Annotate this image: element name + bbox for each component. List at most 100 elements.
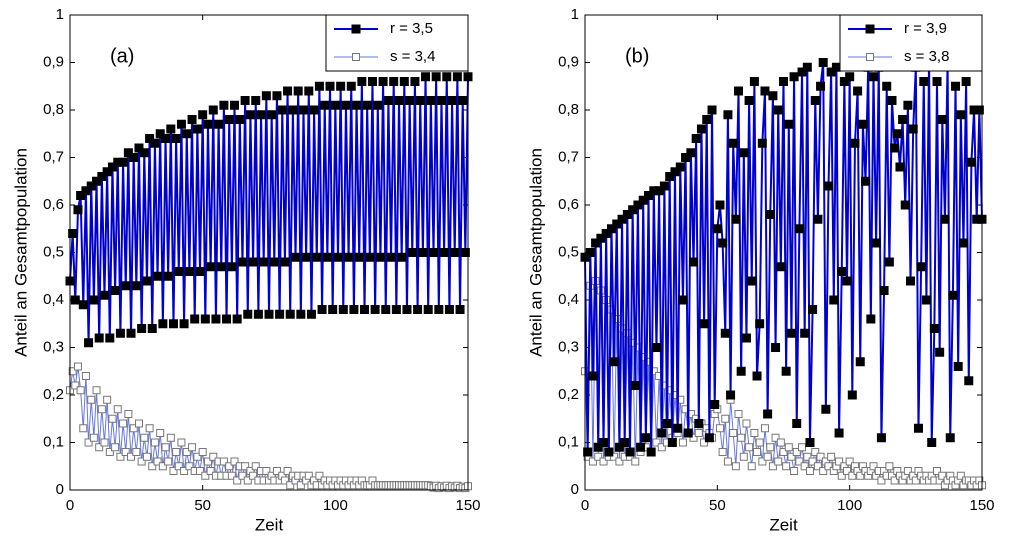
data-marker [119, 419, 128, 428]
data-marker [604, 447, 614, 457]
data-marker [654, 186, 664, 196]
data-marker [929, 324, 939, 333]
data-marker [842, 276, 852, 286]
data-marker [232, 314, 242, 324]
data-marker [932, 77, 942, 86]
data-marker [399, 77, 409, 86]
data-marker [792, 448, 801, 456]
data-marker [826, 67, 836, 77]
data-marker [824, 462, 833, 471]
data-marker [89, 433, 98, 442]
data-marker [394, 96, 404, 105]
legend-marker [866, 53, 874, 61]
data-marker [805, 467, 814, 475]
data-marker [123, 148, 133, 158]
data-marker [434, 305, 444, 314]
data-marker [683, 428, 693, 438]
data-marker [163, 271, 173, 281]
data-marker [116, 452, 125, 461]
axes-frame [69, 14, 469, 491]
data-marker [850, 138, 860, 148]
data-marker [107, 162, 117, 172]
y-tick-label: 0 [56, 481, 64, 498]
data-marker [275, 309, 285, 319]
data-marker [164, 457, 173, 466]
data-marker [861, 176, 871, 186]
data-marker [386, 252, 396, 262]
data-marker [76, 191, 86, 200]
data-marker [196, 467, 205, 475]
data-marker [877, 476, 886, 485]
data-marker [383, 96, 393, 105]
data-marker [591, 238, 601, 248]
data-marker [187, 115, 197, 124]
data-marker [113, 405, 122, 414]
data-marker [179, 319, 189, 329]
data-marker [798, 443, 807, 452]
x-tick-label: 50 [194, 497, 211, 514]
data-marker [710, 400, 720, 409]
data-marker [956, 110, 966, 120]
data-marker [315, 471, 324, 480]
data-marker [253, 309, 263, 319]
data-marker [819, 467, 828, 475]
data-marker [296, 309, 306, 319]
data-marker [121, 281, 131, 291]
data-marker [588, 371, 598, 381]
data-marker [734, 86, 744, 96]
data-marker [405, 96, 415, 105]
data-marker [460, 248, 470, 257]
data-marker [871, 238, 881, 248]
data-marker [823, 181, 833, 191]
data-marker [614, 442, 624, 452]
data-marker [858, 119, 868, 129]
data-marker [803, 452, 812, 461]
y-tick-label: 0,7 [43, 148, 64, 165]
data-marker [195, 267, 205, 276]
data-marker [336, 81, 346, 91]
data-marker [911, 476, 920, 485]
data-marker [103, 395, 112, 404]
data-marker [866, 314, 876, 324]
data-marker [834, 428, 844, 438]
data-marker [898, 115, 908, 124]
data-marker [776, 438, 785, 447]
data-marker [890, 476, 899, 485]
data-marker [126, 328, 136, 338]
data-marker [673, 423, 683, 433]
data-marker [192, 124, 202, 134]
data-marker [829, 295, 839, 305]
data-marker [731, 462, 740, 471]
data-marker [903, 467, 912, 475]
data-marker [373, 100, 383, 110]
data-marker [450, 248, 460, 257]
y-tick-label: 0,1 [558, 433, 579, 450]
data-marker [121, 448, 130, 456]
data-marker [177, 438, 186, 447]
data-marker [879, 286, 889, 295]
data-marker [452, 72, 462, 82]
data-marker [694, 429, 703, 437]
data-marker [413, 305, 423, 314]
data-marker [652, 438, 661, 447]
data-marker [818, 58, 828, 67]
axes-frame [584, 14, 983, 491]
data-marker [330, 100, 340, 110]
data-marker [153, 271, 163, 281]
data-marker [633, 200, 643, 210]
data-marker [892, 129, 902, 139]
data-marker [721, 414, 730, 423]
data-marker [636, 442, 646, 452]
data-marker [625, 447, 635, 457]
data-marker [291, 252, 301, 262]
data-marker [747, 462, 756, 471]
data-marker [245, 110, 255, 120]
data-marker [298, 105, 308, 115]
data-marker [216, 262, 226, 272]
data-marker [755, 438, 764, 447]
data-marker [139, 148, 149, 158]
data-marker [208, 105, 218, 115]
data-marker [622, 210, 632, 219]
data-marker [718, 238, 728, 248]
data-marker [755, 319, 765, 329]
